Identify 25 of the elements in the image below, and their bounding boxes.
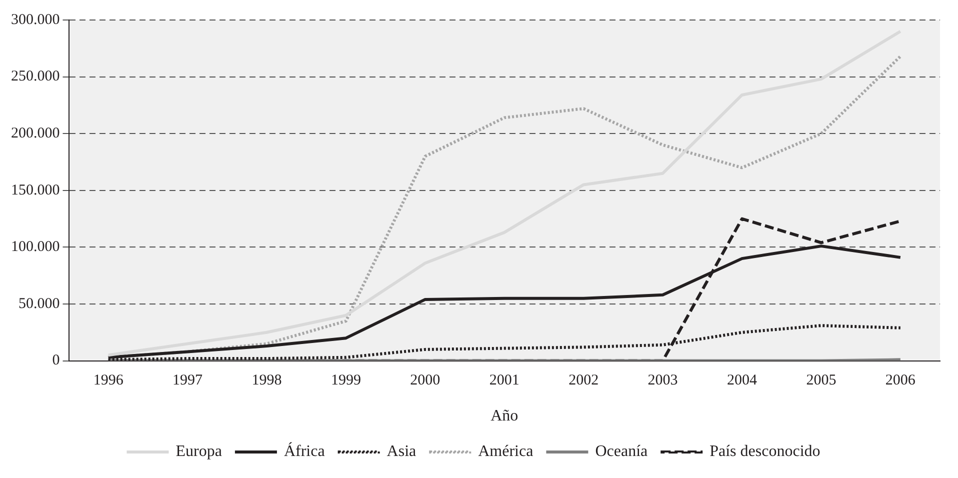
x-tick-label: 2004	[726, 372, 758, 389]
y-tick-label: 200.000	[11, 126, 60, 142]
x-tick-label: 1996	[93, 372, 124, 389]
legend-label: Asia	[386, 443, 416, 460]
y-tick-label: 150.000	[11, 182, 60, 198]
y-tick-label: 50.000	[18, 296, 60, 312]
x-tick-label: 1997	[172, 372, 204, 389]
legend-label: África	[284, 442, 325, 460]
x-axis-title: Año	[490, 408, 518, 425]
y-tick-label: 0	[52, 352, 60, 369]
x-tick-label: 1999	[330, 372, 361, 389]
y-tick-label: 250.000	[11, 68, 60, 85]
legend-label: País desconocido	[710, 443, 820, 460]
x-tick-label: 2003	[648, 372, 678, 389]
legend-label: Europa	[176, 443, 222, 460]
x-tick-label: 2000	[410, 372, 440, 389]
x-tick-label: 1998	[252, 372, 282, 389]
x-tick-label: 2001	[489, 372, 520, 389]
legend-label: Oceanía	[595, 443, 648, 460]
x-tick-label: 2002	[568, 372, 599, 389]
y-tick-label: 300.000	[11, 12, 60, 28]
x-tick-label: 2006	[885, 372, 916, 389]
legend-label: América	[478, 443, 534, 460]
x-tick-label: 2005	[806, 372, 836, 389]
y-tick-label: 100.000	[11, 239, 60, 256]
